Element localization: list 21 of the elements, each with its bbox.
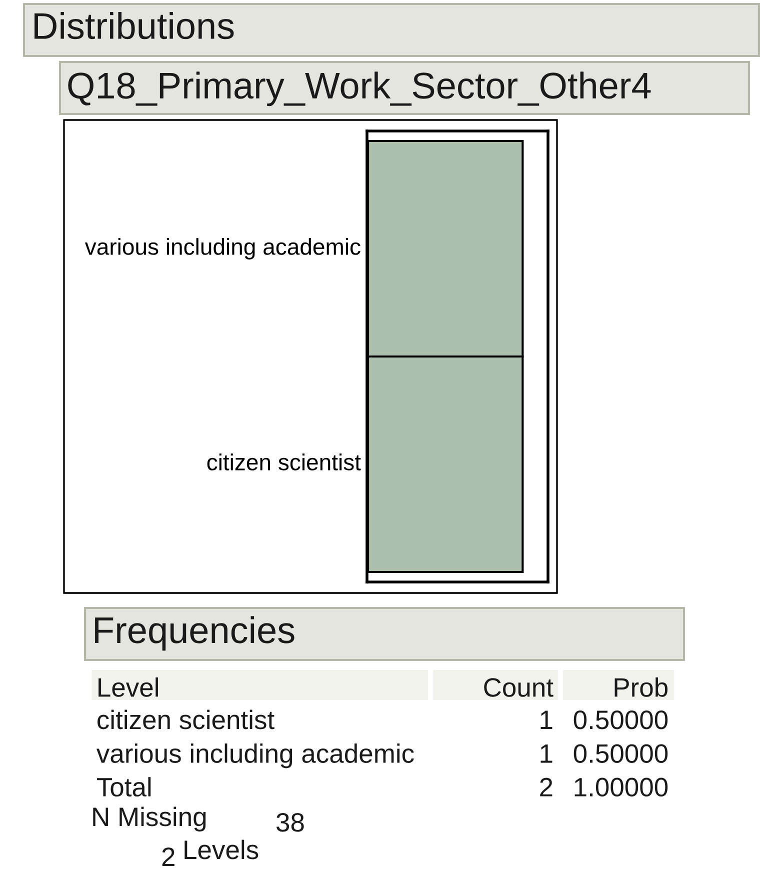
text: various including academic bbox=[96, 743, 414, 768]
text: N Missing bbox=[93, 806, 206, 832]
text: 38 bbox=[276, 812, 304, 832]
text: 1 bbox=[540, 744, 552, 763]
text: Frequencies bbox=[95, 616, 294, 651]
text: 1.00000 bbox=[574, 778, 668, 797]
text: 2 bbox=[162, 847, 174, 866]
chart-title: Distributions bbox=[34, 12, 234, 40]
text: 0.50000 bbox=[574, 710, 668, 730]
text: Level bbox=[98, 677, 158, 697]
text: Levels bbox=[184, 840, 258, 860]
series-label: citizen scientist bbox=[207, 454, 361, 470]
text: 2 bbox=[540, 778, 552, 796]
chart-subtitle: Q18_Primary_Work_Sector_Other4 bbox=[68, 72, 651, 106]
series-label: various including academic bbox=[84, 238, 360, 260]
text: Prob bbox=[614, 677, 668, 697]
text: Total bbox=[96, 777, 151, 797]
text: 0.50000 bbox=[574, 744, 668, 763]
text: 1 bbox=[540, 710, 552, 729]
text: citizen scientist bbox=[98, 710, 274, 730]
text: Count bbox=[484, 678, 554, 697]
